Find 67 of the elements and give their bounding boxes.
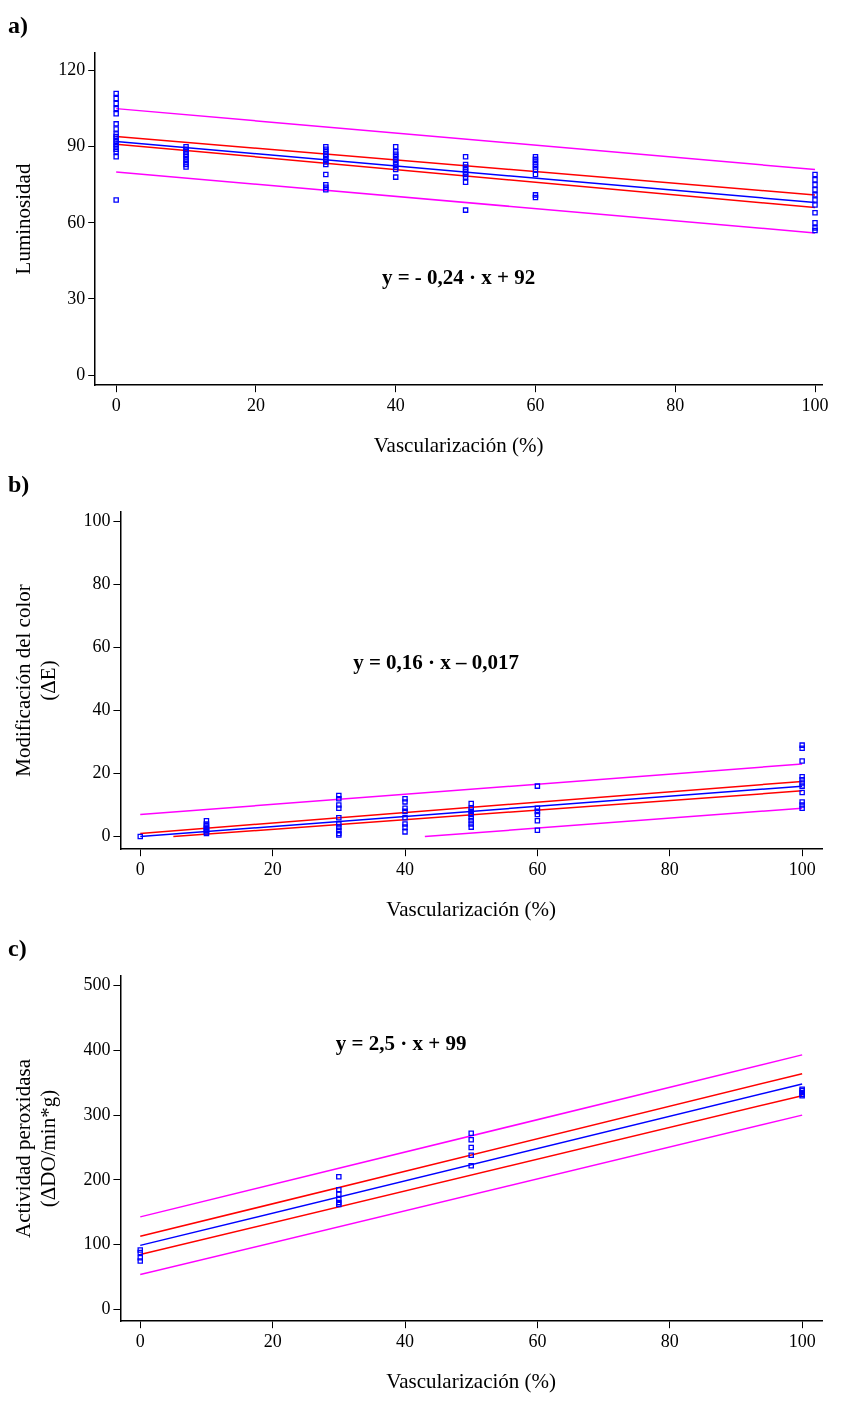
point bbox=[468, 1144, 474, 1151]
point bbox=[402, 829, 408, 835]
point bbox=[799, 742, 805, 748]
x-tick-label: 100 bbox=[788, 1330, 816, 1351]
point bbox=[468, 1130, 474, 1137]
y-tick-label: 40 bbox=[92, 699, 111, 720]
y-tick-label: 20 bbox=[92, 762, 111, 783]
x-tick-label: 20 bbox=[263, 1330, 282, 1351]
x-tick-label: 40 bbox=[386, 394, 405, 415]
x-tick-label: 60 bbox=[528, 858, 547, 879]
y-tick-label: 0 bbox=[101, 825, 111, 846]
point bbox=[137, 833, 144, 840]
chart-title: c) bbox=[8, 934, 27, 961]
annotation: y = - 0,24 · x + 92 bbox=[381, 265, 536, 290]
y-tick-label: 0 bbox=[76, 363, 86, 384]
x-tick-label: 40 bbox=[396, 1330, 415, 1351]
annotation: y = 2,5 · x + 99 bbox=[335, 1031, 467, 1056]
point bbox=[336, 1173, 342, 1180]
point bbox=[336, 1191, 342, 1197]
annotation: y = 0,16 · x – 0,017 bbox=[353, 650, 520, 675]
point bbox=[799, 758, 805, 764]
point bbox=[468, 1136, 474, 1143]
y-tick-label: 60 bbox=[92, 636, 111, 657]
x-tick-label: 40 bbox=[396, 858, 415, 879]
x-tick-label: 60 bbox=[528, 1330, 547, 1351]
x-tick-label: 80 bbox=[660, 1330, 679, 1351]
y-tick-label: 60 bbox=[67, 211, 86, 232]
point bbox=[799, 789, 805, 796]
x-tick-label: 0 bbox=[135, 1330, 145, 1351]
y-tick-label: 0 bbox=[101, 1298, 111, 1319]
x-tick-label: 100 bbox=[788, 858, 816, 879]
x-tick-label: 0 bbox=[135, 858, 145, 879]
y-tick-label: 30 bbox=[67, 287, 86, 308]
point bbox=[468, 1162, 474, 1169]
point bbox=[336, 814, 342, 821]
point bbox=[534, 783, 541, 789]
y-tick-label: 120 bbox=[58, 59, 86, 80]
x-tick-label: 100 bbox=[801, 394, 829, 415]
y-tick-label: 500 bbox=[83, 974, 111, 995]
y-tick-label: 200 bbox=[83, 1168, 111, 1189]
x-tick-label: 80 bbox=[666, 394, 685, 415]
x-axis-title: Vascularización (%) bbox=[386, 896, 557, 921]
y-tick-label: 90 bbox=[67, 135, 86, 156]
y-tick-label: 80 bbox=[92, 573, 111, 594]
y-tick-label: 100 bbox=[83, 1233, 111, 1254]
chart-title: b) bbox=[8, 470, 30, 497]
x-tick-label: 20 bbox=[263, 858, 282, 879]
x-tick-label: 20 bbox=[246, 394, 265, 415]
point bbox=[402, 814, 408, 821]
x-axis-title: Vascularización (%) bbox=[373, 432, 544, 457]
point bbox=[402, 808, 408, 815]
x-tick-label: 60 bbox=[526, 394, 545, 415]
point bbox=[468, 1152, 474, 1159]
y-tick-label: 400 bbox=[83, 1039, 111, 1060]
y-tick-label: 300 bbox=[83, 1103, 111, 1124]
y-axis-title: Modificación del color (ΔE) bbox=[11, 584, 61, 777]
x-axis-title: Vascularización (%) bbox=[386, 1368, 557, 1393]
point bbox=[137, 1258, 144, 1264]
point bbox=[468, 805, 474, 811]
x-tick-label: 80 bbox=[660, 858, 679, 879]
point bbox=[799, 745, 805, 752]
y-axis-title: Actividad peroxidasa (ΔDO/min*g) bbox=[11, 1058, 61, 1239]
y-axis-title: Luminosidad bbox=[11, 163, 36, 275]
point bbox=[534, 818, 541, 824]
point bbox=[402, 805, 408, 811]
y-tick-label: 100 bbox=[83, 509, 111, 530]
chart-title: a) bbox=[8, 11, 28, 38]
